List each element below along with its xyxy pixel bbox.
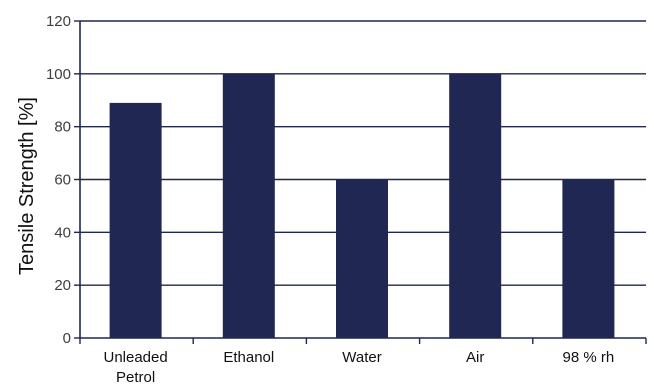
bar-3 bbox=[449, 73, 502, 338]
category-label-3: Air bbox=[466, 349, 484, 366]
category-label-2: Water bbox=[342, 349, 381, 366]
bar-1 bbox=[222, 73, 275, 338]
y-tick-label-100: 100 bbox=[46, 66, 71, 83]
category-label-4: 98 % rh bbox=[563, 349, 615, 366]
y-tick-label-0: 0 bbox=[63, 330, 71, 347]
axes bbox=[74, 20, 647, 344]
bars bbox=[109, 73, 615, 339]
y-tick-label-80: 80 bbox=[54, 119, 71, 136]
bar-0 bbox=[109, 102, 162, 339]
y-tick-label-60: 60 bbox=[54, 172, 71, 189]
x-category-labels: Unleaded Petrol Ethanol Water Air 98 % rh bbox=[103, 349, 614, 386]
y-tick-labels: 0 20 40 60 80 100 120 bbox=[46, 13, 71, 347]
category-label-1: Ethanol bbox=[223, 349, 274, 366]
y-tick-label-20: 20 bbox=[54, 277, 71, 294]
y-tick-label-120: 120 bbox=[46, 13, 71, 30]
y-tick-label-40: 40 bbox=[54, 224, 71, 241]
category-label-0: Unleaded Petrol bbox=[103, 349, 167, 386]
bar-2 bbox=[336, 179, 388, 338]
bar-4 bbox=[562, 179, 615, 338]
y-axis-title: Tensile Strength [%] bbox=[16, 97, 38, 275]
